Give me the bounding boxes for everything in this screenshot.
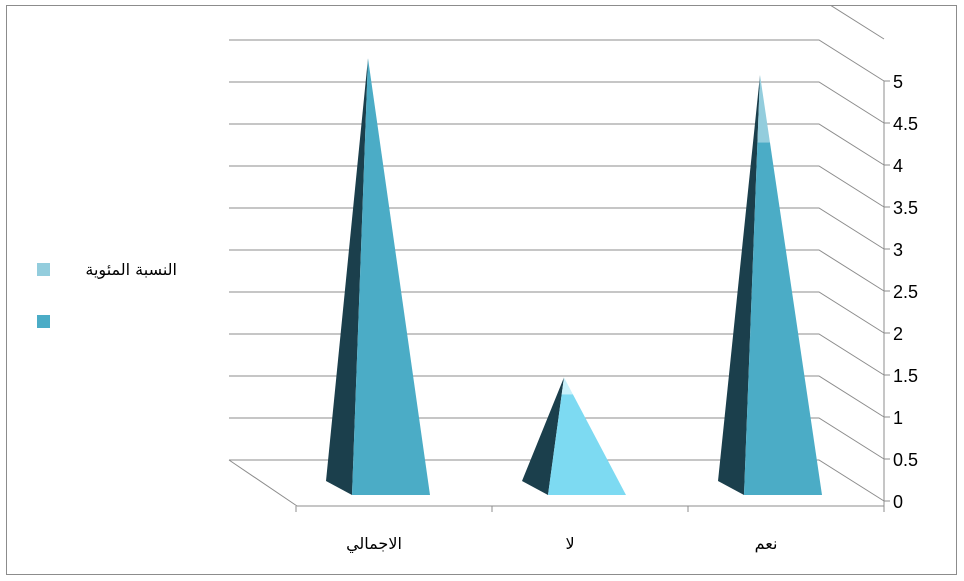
y-tick-label: 0 [893, 492, 903, 512]
y-tick-label: 1.5 [893, 366, 918, 386]
y-tick-label: 3 [893, 240, 903, 260]
y-tick-label: 4.5 [893, 114, 918, 134]
gridline [229, 291, 885, 334]
legend-swatch [37, 263, 50, 276]
pyramid-segment [352, 58, 430, 495]
y-tick-label: 1 [893, 408, 903, 428]
gridline [229, 81, 885, 124]
x-tick-label: الاجمالي [346, 534, 402, 554]
pyramid [326, 58, 430, 495]
pyramids [326, 58, 822, 495]
pyramid-side-face [522, 377, 564, 495]
gridline [229, 165, 885, 208]
pyramid-chart: 0 0.5 1 1.5 2 2.5 3 3.5 4 4.5 5 نعم لا الاجمالي النس… [37, 6, 918, 554]
gridline [229, 39, 885, 82]
gridline [229, 249, 885, 292]
y-tick-label: 4 [893, 156, 903, 176]
value-axis: 0 0.5 1 1.5 2 2.5 3 3.5 4 4.5 5 [883, 72, 918, 512]
y-tick-label: 3.5 [893, 198, 918, 218]
legend: النسبة المئوية [37, 260, 177, 328]
gridline [229, 375, 885, 418]
pyramid [522, 377, 626, 495]
category-axis: نعم لا الاجمالي [295, 506, 885, 554]
legend-label: النسبة المئوية [85, 260, 177, 280]
pyramid-segment [744, 142, 822, 495]
y-tick-label: 0.5 [893, 450, 918, 470]
pyramid-segment [757, 75, 770, 143]
gridline [229, 123, 885, 166]
pyramid-side-face [718, 75, 760, 495]
floor-side-edge [228, 459, 298, 507]
x-tick-label: لا [565, 534, 574, 553]
pyramid-side-face [326, 58, 368, 495]
pyramid-segment [561, 377, 573, 395]
grid-lines [228, 6, 885, 507]
y-tick-label: 5 [893, 72, 903, 92]
y-tick-label: 2 [893, 324, 903, 344]
gridline [229, 207, 885, 250]
legend-swatch [37, 315, 50, 328]
chart-frame: 0 0.5 1 1.5 2 2.5 3 3.5 4 4.5 5 نعم لا الاجمالي النس… [6, 5, 957, 575]
gridline [830, 6, 885, 40]
floor-edge [229, 459, 885, 502]
pyramid [718, 75, 822, 495]
pyramid-segment [548, 394, 626, 495]
gridline [229, 333, 885, 376]
y-tick-label: 2.5 [893, 282, 918, 302]
x-tick-label: نعم [755, 534, 778, 553]
gridline [229, 417, 885, 460]
